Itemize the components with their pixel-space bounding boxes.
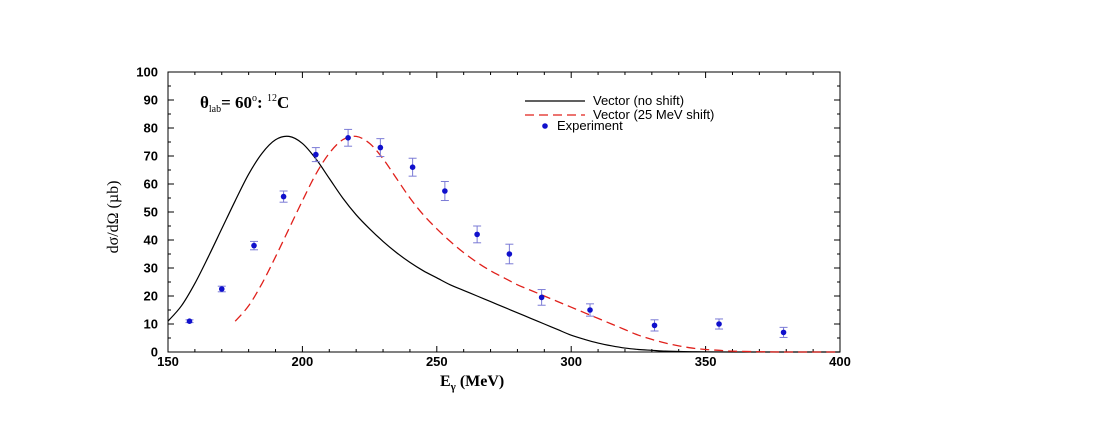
- experiment-point: [280, 193, 287, 200]
- annotation-theta-sub: lab: [209, 104, 221, 115]
- experiment-point: [442, 188, 448, 194]
- x-axis-label-unit: (MeV): [456, 373, 504, 390]
- experiment-point: [218, 286, 225, 292]
- experiment-points-layer: [185, 128, 788, 338]
- experiment-point: [377, 144, 384, 151]
- series-line-vector-25mev-shift: [234, 135, 841, 353]
- annotation-degree: o: [252, 93, 257, 104]
- y-tick-label: 80: [144, 121, 158, 136]
- experiment-point: [651, 322, 658, 329]
- series-layer: [167, 135, 841, 353]
- experiment-point: [313, 151, 319, 158]
- x-axis-ticks: 150 200 250 300 350 400: [157, 72, 851, 369]
- experiment-point: [345, 135, 351, 141]
- y-tick-label: 0: [151, 345, 158, 360]
- y-tick-label: 90: [144, 93, 158, 108]
- annotation-mass-number: 12: [267, 93, 277, 104]
- x-axis-label-main: E: [440, 373, 451, 390]
- experiment-point: [716, 321, 722, 327]
- y-tick-label: 30: [144, 261, 158, 276]
- series-line-vector-no-shift: [167, 135, 840, 353]
- annotation-colon: :: [257, 93, 267, 112]
- x-tick-label: 350: [695, 354, 717, 369]
- legend-label-experiment: Experiment: [557, 118, 623, 133]
- y-tick-label: 10: [144, 317, 158, 332]
- x-tick-label: 200: [292, 354, 314, 369]
- x-tick-label: 250: [426, 354, 448, 369]
- x-tick-label: 300: [560, 354, 582, 369]
- y-tick-label: 100: [136, 65, 158, 80]
- legend: Vector (no shift) Vector (25 MeV shift) …: [525, 93, 714, 133]
- experiment-point: [506, 251, 513, 257]
- legend-marker-experiment: [542, 123, 548, 129]
- x-axis-label-sub: γ: [450, 381, 456, 393]
- legend-label-shift: Vector (25 MeV shift): [593, 107, 714, 122]
- y-tick-label: 20: [144, 289, 158, 304]
- legend-label-no-shift: Vector (no shift): [593, 93, 684, 108]
- experiment-point: [780, 329, 787, 336]
- experiment-point: [587, 307, 593, 313]
- y-tick-label: 50: [144, 205, 158, 220]
- x-axis-label: Eγ (MeV): [440, 373, 504, 393]
- experiment-point: [538, 294, 545, 301]
- annotation-eq: = 60: [221, 93, 252, 112]
- annotation: θlab= 60o: 12C: [200, 93, 289, 115]
- y-tick-label: 60: [144, 177, 158, 192]
- experiment-point: [251, 242, 257, 249]
- annotation-element: C: [277, 93, 289, 112]
- y-axis-label: dσ/dΩ (µb): [105, 181, 122, 254]
- plot-frame: [167, 71, 841, 353]
- x-tick-label: 400: [829, 354, 851, 369]
- experiment-point: [409, 164, 416, 170]
- x-tick-label: 150: [157, 354, 179, 369]
- annotation-theta: θ: [200, 93, 209, 112]
- y-tick-label: 70: [144, 149, 158, 164]
- y-axis-ticks: 0 10 20 30 40 50 60 70 80 90 100: [136, 65, 840, 360]
- y-tick-label: 40: [144, 233, 158, 248]
- experiment-point: [474, 231, 480, 238]
- experiment-point: [186, 318, 193, 325]
